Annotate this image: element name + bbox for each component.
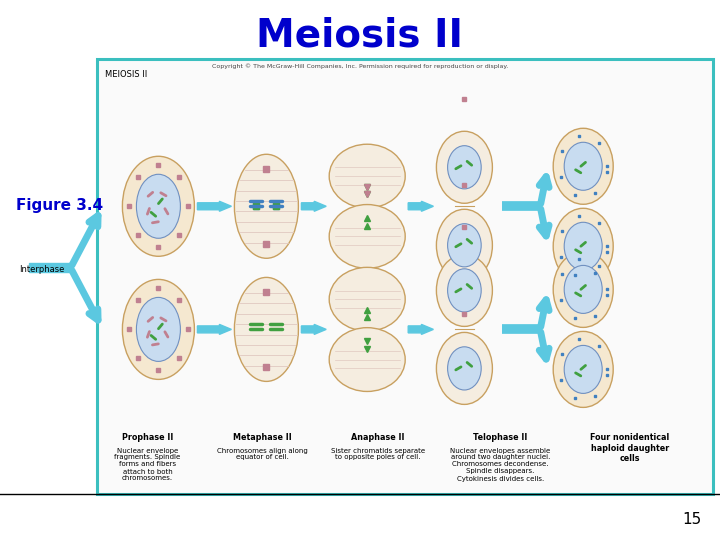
Text: Figure 3.4: Figure 3.4: [16, 198, 103, 213]
Text: 15: 15: [683, 511, 702, 526]
Ellipse shape: [329, 205, 405, 268]
Ellipse shape: [448, 146, 481, 189]
Text: Anaphase II: Anaphase II: [351, 434, 405, 442]
FancyArrow shape: [197, 325, 231, 334]
Ellipse shape: [564, 142, 602, 190]
Text: Interphase: Interphase: [19, 266, 65, 274]
Ellipse shape: [329, 267, 405, 331]
FancyArrow shape: [29, 264, 71, 272]
Text: Meiosis II: Meiosis II: [256, 16, 464, 54]
FancyArrow shape: [408, 201, 433, 211]
Ellipse shape: [564, 222, 602, 271]
Ellipse shape: [564, 265, 602, 313]
Text: Metaphase II: Metaphase II: [233, 434, 292, 442]
Text: Nuclear envelopes assemble
around two daughter nuclei.
Chromosomes decondense.
S: Nuclear envelopes assemble around two da…: [450, 448, 551, 482]
Ellipse shape: [553, 252, 613, 327]
Ellipse shape: [564, 346, 602, 394]
Ellipse shape: [122, 279, 194, 380]
Text: Copyright © The McGraw-Hill Companies, Inc. Permission required for reproduction: Copyright © The McGraw-Hill Companies, I…: [212, 63, 508, 69]
Ellipse shape: [122, 156, 194, 256]
Ellipse shape: [436, 210, 492, 281]
Bar: [97, 59, 713, 494]
Ellipse shape: [448, 269, 481, 312]
FancyArrow shape: [302, 325, 326, 334]
Ellipse shape: [553, 208, 613, 284]
Text: Chromosomes align along
equator of cell.: Chromosomes align along equator of cell.: [217, 448, 308, 461]
Ellipse shape: [436, 254, 492, 326]
Ellipse shape: [329, 144, 405, 208]
Ellipse shape: [553, 129, 613, 204]
Text: Prophase II: Prophase II: [122, 434, 174, 442]
Ellipse shape: [436, 333, 492, 404]
FancyArrow shape: [302, 201, 326, 211]
Ellipse shape: [553, 332, 613, 407]
Ellipse shape: [448, 347, 481, 390]
Text: Four nonidentical
haploid daughter
cells: Four nonidentical haploid daughter cells: [590, 434, 670, 463]
Text: Telophase II: Telophase II: [473, 434, 528, 442]
Text: Nuclear envelope
fragments. Spindle
forms and fibers
attach to both
chromosomes.: Nuclear envelope fragments. Spindle form…: [114, 448, 181, 482]
Ellipse shape: [329, 328, 405, 392]
FancyArrow shape: [408, 325, 433, 334]
Ellipse shape: [136, 174, 181, 238]
Text: MEIOSIS II: MEIOSIS II: [105, 70, 148, 79]
Ellipse shape: [235, 154, 298, 258]
Text: Sister chromatids separate
to opposite poles of cell.: Sister chromatids separate to opposite p…: [331, 448, 425, 461]
FancyArrow shape: [197, 201, 231, 211]
Ellipse shape: [235, 278, 298, 381]
Ellipse shape: [136, 298, 181, 361]
Ellipse shape: [436, 131, 492, 203]
Ellipse shape: [448, 224, 481, 267]
